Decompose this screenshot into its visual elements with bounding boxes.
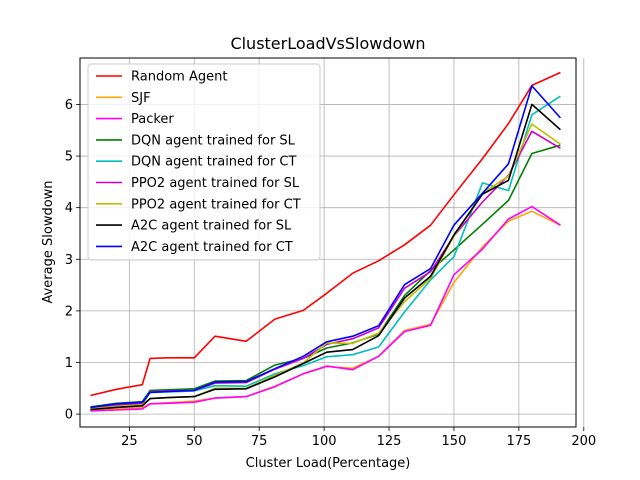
y-tick-label: 0 bbox=[65, 408, 73, 423]
x-tick-label: 75 bbox=[251, 434, 268, 449]
series-line-9 bbox=[90, 85, 561, 409]
legend-label-8: A2C agent trained for SL bbox=[131, 219, 292, 234]
y-tick-label: 3 bbox=[65, 253, 73, 268]
series-lines bbox=[90, 71, 561, 412]
legend-label-5: DQN agent trained for CT bbox=[131, 155, 297, 170]
x-tick-label: 25 bbox=[121, 434, 138, 449]
y-tick-label: 2 bbox=[65, 304, 73, 319]
legend: Random Agent SJF Packer DQN agent trained f… bbox=[87, 63, 321, 261]
y-tick-label: 5 bbox=[65, 150, 73, 165]
legend-label-1: Random Agent bbox=[131, 70, 227, 85]
y-tick-label: 4 bbox=[65, 201, 73, 216]
series-line-8 bbox=[90, 103, 561, 411]
x-tick-label: 125 bbox=[377, 434, 402, 449]
x-tick-label: 100 bbox=[312, 434, 337, 449]
series-line-1 bbox=[90, 71, 561, 397]
x-tick-label: 50 bbox=[186, 434, 203, 449]
x-tick-label: 200 bbox=[571, 434, 596, 449]
legend-label-9: A2C agent trained for CT bbox=[131, 240, 293, 255]
x-tick-label: 175 bbox=[506, 434, 531, 449]
plot-frame bbox=[79, 57, 577, 428]
y-tick-label: 1 bbox=[65, 356, 73, 371]
x-axis-label: Cluster Load(Percentage) bbox=[246, 456, 411, 471]
axis-ticks: 25 50 75 100 125 150 175 200 0 1 2 3 4 5 6 bbox=[65, 98, 596, 449]
y-axis-label: Average Slowdown bbox=[41, 180, 56, 303]
legend-label-6: PPO2 agent trained for SL bbox=[131, 176, 300, 191]
y-tick-label: 6 bbox=[65, 98, 73, 113]
legend-label-2: SJF bbox=[131, 91, 151, 106]
legend-label-7: PPO2 agent trained for CT bbox=[131, 197, 301, 212]
chart-title: ClusterLoadVsSlowdown bbox=[230, 34, 425, 53]
legend-label-4: DQN agent trained for SL bbox=[131, 133, 296, 148]
legend-box bbox=[87, 63, 321, 261]
x-tick-label: 150 bbox=[442, 434, 467, 449]
legend-label-3: Packer bbox=[131, 112, 174, 127]
series-line-3 bbox=[90, 205, 561, 412]
